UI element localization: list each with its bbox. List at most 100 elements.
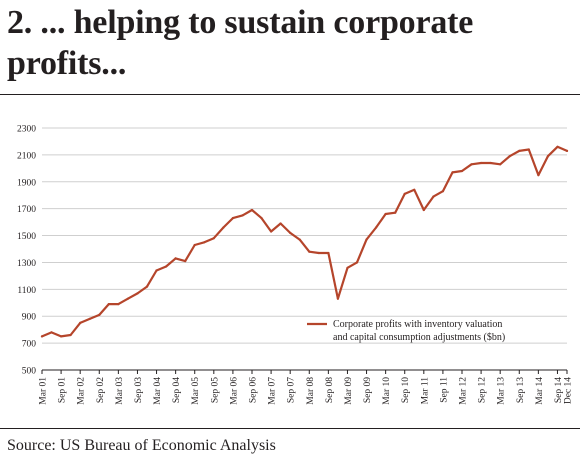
- data-point-jun-09: [355, 261, 359, 264]
- data-point-mar-11: [422, 208, 425, 212]
- x-tick-label: Sep 02: [96, 377, 106, 403]
- data-point-sep-07: [289, 231, 292, 234]
- y-tick-label: 1100: [17, 286, 36, 296]
- x-tick-label: Sep 03: [134, 377, 144, 403]
- y-tick-label: 1700: [17, 205, 36, 215]
- legend: Corporate profits with inventory valuati…: [307, 319, 505, 343]
- series-line-corporate-profits: [40, 145, 569, 338]
- data-point-mar-07: [270, 230, 273, 233]
- data-point-dec-07: [298, 238, 301, 241]
- legend-label-line-1: Corporate profits with inventory valuati…: [333, 319, 502, 330]
- data-point-jun-10: [394, 211, 397, 214]
- data-point-jun-08: [317, 251, 320, 255]
- data-point-dec-04: [184, 260, 187, 263]
- x-tick-label: Mar 08: [306, 377, 316, 405]
- data-point-jun-13: [508, 155, 511, 158]
- data-point-dec-09: [375, 226, 378, 229]
- data-point-dec-08: [336, 297, 339, 300]
- x-tick-label: Mar 10: [382, 377, 392, 405]
- data-point-mar-03: [117, 303, 120, 306]
- data-point-mar-14: [537, 174, 540, 177]
- source-note: Source: US Bureau of Economic Analysis: [7, 437, 276, 454]
- data-point-sep-09: [365, 238, 368, 241]
- data-point-dec-10: [413, 188, 416, 191]
- x-tick-label: Sep 04: [172, 377, 182, 403]
- x-tick-label: Mar 12: [459, 377, 469, 405]
- x-tick-label: Mar 14: [535, 377, 545, 405]
- x-tick-label: Mar 05: [191, 377, 201, 405]
- x-tick-label: Sep 13: [516, 377, 526, 403]
- page-title: 2. ... helping to sustain corporate prof…: [7, 4, 474, 82]
- y-tick-label: 2100: [17, 151, 36, 161]
- x-tick-label: Sep 08: [325, 377, 335, 403]
- y-tick-label: 2300: [17, 125, 36, 135]
- data-point-sep-12: [480, 161, 483, 165]
- x-tick-label: Sep 01: [58, 377, 68, 403]
- data-point-mar-13: [499, 163, 502, 166]
- x-tick-label: Sep 11: [439, 377, 449, 403]
- line-chart: 500 700 900 1100 1300 1500 1700 1900 2100 2300 Ma…: [17, 125, 574, 405]
- x-tick-label: Sep 12: [478, 377, 488, 403]
- data-point-sep-14: [556, 145, 559, 148]
- data-point-jun-07: [279, 222, 282, 225]
- top-divider: [0, 94, 580, 95]
- y-tick-label: 1500: [17, 232, 36, 242]
- data-point-dec-13: [527, 148, 530, 151]
- data-point-sep-13: [518, 149, 521, 152]
- data-point-sep-02: [98, 313, 101, 316]
- bottom-divider: [0, 428, 580, 429]
- data-point-dec-14: [565, 149, 569, 152]
- data-point-sep-04: [174, 257, 177, 260]
- data-point-jun-04: [165, 265, 168, 268]
- data-point-mar-10: [384, 212, 387, 216]
- x-tick-label: Sep 10: [401, 377, 411, 403]
- data-point-jun-03: [126, 297, 129, 300]
- data-point-dec-11: [451, 171, 454, 174]
- x-tick-label: Mar 09: [344, 377, 354, 405]
- data-point-jun-12: [470, 163, 473, 166]
- data-point-jun-06: [241, 214, 244, 217]
- data-point-mar-06: [231, 217, 234, 220]
- y-axis-tick-labels: 500 700 900 1100 1300 1500 1700 1900 2100 2300: [17, 125, 36, 377]
- x-tick-label: Mar 11: [420, 377, 430, 405]
- data-point-mar-12: [460, 169, 464, 173]
- y-tick-label: 500: [22, 367, 37, 377]
- data-point-mar-08: [308, 250, 311, 253]
- data-point-jun-01: [50, 331, 53, 334]
- y-tick-label: 700: [22, 340, 37, 350]
- data-point-sep-11: [441, 190, 444, 193]
- legend-label-line-2: and capital consumption adjustments ($bn…: [333, 332, 505, 343]
- data-point-mar-09: [346, 266, 349, 269]
- x-axis-tick-labels: Mar 01 Sep 01 Mar 02 Sep 02 Mar 03 Sep 03 Mar …: [39, 370, 574, 405]
- x-tick-label: Mar 03: [115, 377, 125, 405]
- data-point-mar-01: [40, 335, 44, 338]
- data-point-sep-01: [60, 335, 63, 338]
- data-point-mar-02: [79, 321, 82, 324]
- data-point-mar-05: [193, 243, 196, 247]
- data-point-sep-05: [212, 237, 215, 240]
- data-point-dec-06: [260, 217, 263, 220]
- x-tick-label: Mar 01: [39, 377, 49, 405]
- x-tick-label: Sep 14: [554, 377, 564, 403]
- data-point-sep-10: [403, 192, 406, 195]
- data-point-dec-12: [489, 161, 492, 165]
- data-point-dec-01: [69, 333, 72, 337]
- y-tick-label: 900: [22, 313, 37, 323]
- x-tick-label: Mar 02: [77, 377, 87, 405]
- x-tick-label: Mar 13: [497, 377, 507, 405]
- data-point-sep-08: [327, 251, 330, 255]
- x-tick-label: Mar 06: [229, 377, 239, 405]
- y-tick-label: 1300: [17, 259, 36, 269]
- series-points: [40, 145, 569, 338]
- data-point-jun-14: [546, 155, 550, 158]
- data-point-jun-05: [203, 241, 206, 244]
- data-point-dec-02: [107, 303, 110, 306]
- x-tick-label: Sep 07: [287, 377, 297, 403]
- x-tick-label: Sep 05: [210, 377, 220, 403]
- x-tick-label: Sep 09: [363, 377, 373, 403]
- y-tick-label: 1900: [17, 178, 36, 188]
- data-point-sep-03: [136, 292, 139, 295]
- gridlines: [42, 127, 567, 371]
- data-point-mar-04: [155, 269, 158, 272]
- data-point-jun-02: [88, 317, 91, 320]
